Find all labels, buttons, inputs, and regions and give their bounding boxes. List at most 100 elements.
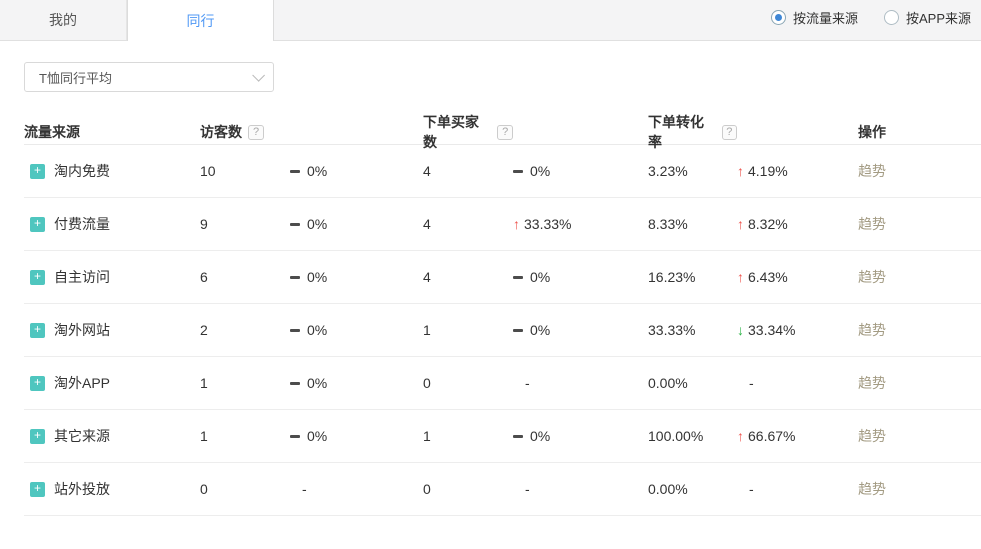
peer-average-select[interactable]: T恤同行平均 [24,62,274,92]
expand-plus-icon[interactable]: + [30,269,45,285]
visitors-change-text: 0% [307,375,328,391]
expand-plus-icon[interactable]: + [30,216,45,232]
chevron-down-icon [252,68,265,82]
conversion-value: 0.00% [648,375,688,391]
conversion-change: 66.67% [737,428,858,444]
conversion-change: - [737,375,858,391]
help-icon[interactable]: ? [497,124,513,140]
conversion-change: - [737,481,858,497]
source-label: 淘内免费 [54,163,110,179]
trend-up-icon [737,216,748,232]
source-cell: + 自主访问 [24,267,200,287]
trend-link[interactable]: 趋势 [858,375,886,391]
buyers-value: 4 [423,216,431,232]
conversion-change-text: - [749,481,754,497]
conversion-change-text: 8.32% [748,216,788,232]
buyers-change: - [513,481,648,497]
expand-plus-icon[interactable]: + [30,481,45,497]
visitors-change-text: 0% [307,216,328,232]
visitors-value: 1 [200,375,208,391]
trend-flat-icon [290,276,300,279]
conversion-value: 16.23% [648,269,696,285]
source-cell: + 淘外APP [24,373,200,393]
radio-by-app-source[interactable]: 按APP来源 [883,8,971,27]
expand-plus-icon[interactable]: + [30,322,45,338]
source-cell: + 站外投放 [24,479,200,499]
trend-flat-icon [290,329,300,332]
trend-link[interactable]: 趋势 [858,163,886,179]
col-source-label: 流量来源 [24,124,80,140]
source-cell: + 付费流量 [24,214,200,234]
conversion-change: 4.19% [737,163,858,179]
col-visitors-label: 访客数 [200,124,242,140]
trend-link[interactable]: 趋势 [858,322,886,338]
conversion-value: 0.00% [648,481,688,497]
conversion-change-text: 6.43% [748,269,788,285]
trend-link[interactable]: 趋势 [858,216,886,232]
buyers-change-text: 0% [530,428,551,444]
buyers-value: 1 [423,322,431,338]
trend-up-icon [737,163,748,179]
trend-flat-icon [290,170,300,173]
source-label: 站外投放 [54,481,110,497]
trend-link[interactable]: 趋势 [858,428,886,444]
source-cell: + 其它来源 [24,426,200,446]
expand-plus-icon[interactable]: + [30,163,45,179]
trend-flat-icon [513,435,523,438]
tab-peers[interactable]: 同行 [127,0,274,41]
radio-label: 按流量来源 [792,11,858,26]
col-source: 流量来源 [24,122,200,142]
table-row: + 自主访问 6 0% 4 0% 16.23% 6.43% 趋势 [24,251,981,304]
help-icon[interactable]: ? [248,124,264,140]
trend-flat-icon [290,435,300,438]
radio-by-traffic-source[interactable]: 按流量来源 [770,8,858,27]
radio-label: 按APP来源 [905,11,971,26]
conversion-change: 6.43% [737,269,858,285]
table-row: + 其它来源 1 0% 1 0% 100.00% 66.67% 趋势 [24,410,981,463]
source-label: 其它来源 [54,428,110,444]
visitors-value: 10 [200,163,216,179]
buyers-value: 0 [423,481,431,497]
col-action-label: 操作 [858,124,886,140]
buyers-change: 0% [513,428,648,444]
source-label: 自主访问 [54,269,110,285]
buyers-value: 4 [423,163,431,179]
conversion-value: 8.33% [648,216,688,232]
view-mode-switch: 按流量来源 按APP来源 [274,0,981,40]
trend-flat-icon [290,223,300,226]
trend-down-icon [737,322,748,338]
expand-plus-icon[interactable]: + [30,375,45,391]
radio-icon [883,10,899,25]
trend-up-icon [513,216,524,232]
trend-up-icon [737,428,748,444]
trend-up-icon [737,269,748,285]
table-row: + 付费流量 9 0% 4 33.33% 8.33% 8.32% 趋势 [24,198,981,251]
source-cell: + 淘外网站 [24,320,200,340]
visitors-change: 0% [290,428,423,444]
trend-link[interactable]: 趋势 [858,269,886,285]
tab-mine[interactable]: 我的 [0,0,127,40]
source-cell: + 淘内免费 [24,161,200,181]
visitors-value: 1 [200,428,208,444]
visitors-change: 0% [290,322,423,338]
trend-flat-icon [290,382,300,385]
visitors-change: 0% [290,216,423,232]
trend-link[interactable]: 趋势 [858,481,886,497]
conversion-change: 8.32% [737,216,858,232]
trend-flat-icon [513,170,523,173]
visitors-value: 9 [200,216,208,232]
expand-plus-icon[interactable]: + [30,428,45,444]
visitors-value: 0 [200,481,208,497]
table-row: + 淘外网站 2 0% 1 0% 33.33% 33.34% 趋势 [24,304,981,357]
buyers-change-text: - [525,375,530,391]
visitors-change-text: 0% [307,269,328,285]
conversion-change-text: - [749,375,754,391]
traffic-source-table: 流量来源 访客数 ? 下单买家数 ? 下单转化率 ? 操作 + 淘内免费 10 … [24,112,981,516]
help-icon[interactable]: ? [721,124,737,140]
trend-flat-icon [513,329,523,332]
visitors-value: 6 [200,269,208,285]
conversion-change-text: 4.19% [748,163,788,179]
buyers-value: 0 [423,375,431,391]
radio-icon [770,10,786,25]
col-action: 操作 [858,122,981,142]
